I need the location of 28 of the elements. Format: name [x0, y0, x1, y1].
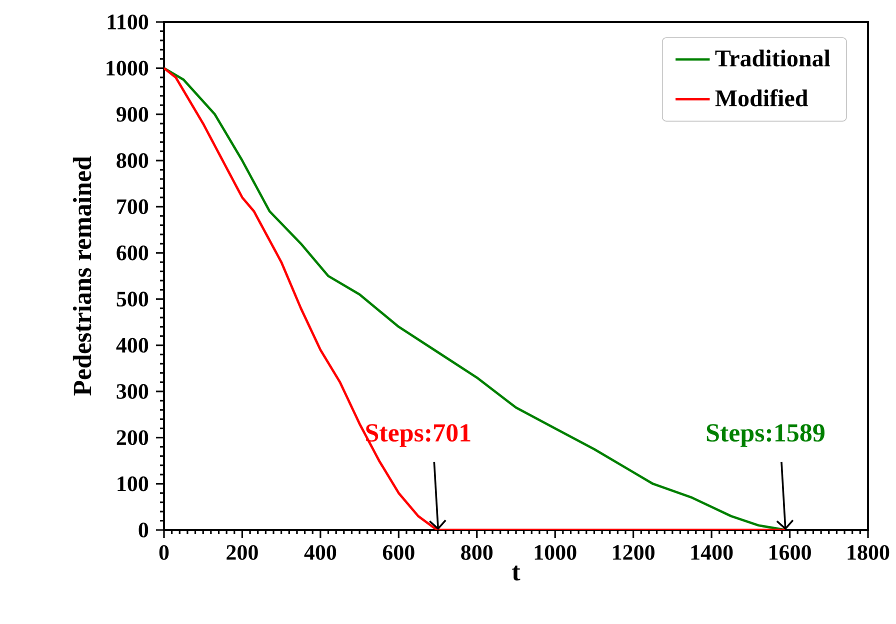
- x-axis-title: t: [512, 566, 520, 581]
- annotation: Steps:701: [366, 424, 470, 447]
- x-tick-label: 200: [226, 545, 258, 560]
- y-tick-label: 1000: [106, 60, 148, 76]
- y-tick-label: 900: [116, 106, 148, 122]
- x-tick-label: 1600: [770, 545, 811, 560]
- y-tick-label: 200: [116, 430, 148, 446]
- x-tick-label: 1000: [534, 545, 576, 560]
- y-tick-label: 800: [116, 153, 148, 168]
- x-tick-label: 800: [461, 545, 493, 560]
- x-tick-label: 1400: [691, 545, 733, 560]
- legend-label: Modified: [715, 89, 808, 106]
- y-tick-label: 500: [116, 292, 148, 307]
- y-tick-label: 300: [116, 384, 148, 399]
- annotation: Steps:1589: [706, 424, 824, 447]
- y-tick-label: 100: [118, 476, 148, 492]
- x-tick-label: 1200: [613, 545, 654, 560]
- x-tick-label: 600: [382, 545, 414, 560]
- y-tick-label: 400: [116, 338, 148, 353]
- y-tick-label: 0: [138, 522, 148, 538]
- x-tick-label: 1800: [848, 545, 890, 560]
- y-axis-title: Pedestrians remained: [72, 156, 92, 396]
- y-tick-label: 600: [116, 245, 148, 260]
- y-tick-label: 700: [117, 199, 148, 214]
- y-tick-label: 1100: [108, 14, 148, 30]
- x-tick-label: 400: [304, 545, 336, 560]
- legend-label: Traditional: [715, 50, 830, 66]
- x-tick-label: 0: [159, 545, 169, 560]
